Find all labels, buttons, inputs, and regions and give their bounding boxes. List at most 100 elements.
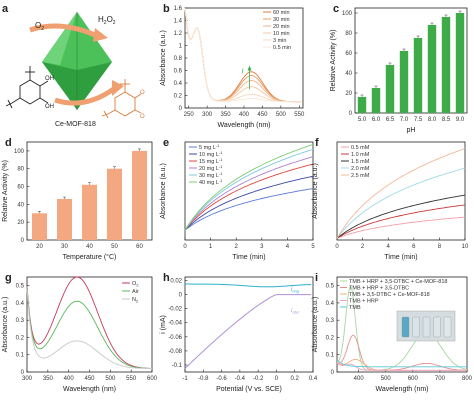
legend-entry: TMB + 3,5-DTBC + Ce-MOF-818 <box>349 292 430 298</box>
bar <box>427 25 437 113</box>
y-tick-label: 0 <box>21 370 25 376</box>
panel-letter-h: h <box>163 272 170 284</box>
panel-e: e Time (min) Absorbance (a.u.) 0 1 2 3 4 5 5 mg L… <box>160 137 315 261</box>
x-tick-label: -0.8 <box>198 376 209 382</box>
y-tick-label: 40 <box>17 202 24 208</box>
panel-c: c pH Relative Activity (%) 5.0 6.0 6.5 7.0 7.5 8… <box>330 3 468 134</box>
x-tick-label: 30 <box>61 244 68 250</box>
x-tick-label: 350 <box>43 376 54 382</box>
bar <box>57 199 72 240</box>
y-tick-label: -0.1 <box>172 363 183 369</box>
series-group <box>336 286 468 371</box>
y-tick-label: 40 <box>345 71 352 77</box>
x-tick-label: 350 <box>221 112 232 118</box>
y-tick-label: 0.5 <box>16 284 25 290</box>
series-line-ring <box>185 283 312 288</box>
series-line <box>336 334 467 371</box>
x-tick-label: 7.5 <box>414 117 423 123</box>
bar <box>441 17 451 113</box>
x-tick-label: 500 <box>105 376 116 382</box>
y-tick-label: 0.3 <box>16 318 25 324</box>
legend-entry: TMB + HRP + 3,5-DTBC <box>349 286 409 292</box>
legend-entry: 30 mg L-1 <box>199 171 223 179</box>
y-tick-label: -0.02 <box>168 307 182 313</box>
legend-entry: TMB + HRP + 3,5-DTBC + Ce-MOF-818 <box>349 279 447 285</box>
series-group <box>184 283 312 369</box>
series-line <box>184 7 302 103</box>
x-tick-label: 0.2 <box>291 376 300 382</box>
x-tick-label: 0.4 <box>309 376 318 382</box>
x-tick-label: 450 <box>257 112 268 118</box>
vial-icon <box>401 316 410 338</box>
x-axis-label: Wavelength (nm) <box>217 122 270 129</box>
bar <box>413 38 423 113</box>
y-tick-label: -0.08 <box>168 349 182 355</box>
y-tick-label: 0 <box>179 106 183 112</box>
y-tick-label: 0.02 <box>170 279 182 285</box>
y-tick-label: 1.6 <box>174 6 183 12</box>
x-axis-label: Potential (V vs. SCE) <box>216 386 282 393</box>
x-tick-label: 0 <box>335 244 339 250</box>
y-tick-label: 0 <box>21 238 25 244</box>
x-tick-label: 450 <box>84 376 95 382</box>
y-tick-label: 20 <box>17 220 24 226</box>
y-tick-label: 80 <box>17 167 24 173</box>
y-axis-label: Absorbance (a.u.) <box>312 297 319 353</box>
legend-entry: 10 mg L-1 <box>199 150 223 158</box>
x-tick-label: 400 <box>64 376 75 382</box>
y-tick-label: 0.4 <box>16 301 25 307</box>
panel-letter-e: e <box>163 137 169 149</box>
series-line <box>336 204 466 239</box>
x-tick-label: 6.0 <box>372 117 381 123</box>
legend-entry: 10 min <box>273 31 290 37</box>
y-axis-label: i (mA) <box>160 315 167 334</box>
vial-icon <box>433 316 441 338</box>
legend-entry: Air <box>132 289 139 295</box>
x-tick-label: 60 <box>136 244 143 250</box>
x-axis-label: Wavelength (nm) <box>375 386 428 393</box>
vial-icon <box>422 316 431 338</box>
bar <box>32 213 47 240</box>
x-tick-label: 1 <box>209 244 213 250</box>
series-line <box>336 286 468 371</box>
x-tick-label: 6 <box>412 244 416 250</box>
x-tick-label: -0.6 <box>216 376 227 382</box>
x-tick-label: 8.0 <box>428 117 437 123</box>
x-tick-label: 10 <box>462 244 469 250</box>
series-line-disc <box>184 294 312 369</box>
x-tick-label: 500 <box>276 112 287 118</box>
x-tick-label: 500 <box>381 376 392 382</box>
series-group <box>336 148 466 239</box>
bar <box>132 150 147 240</box>
reaction-arrow-icon <box>54 85 117 106</box>
y-tick-label: 1 <box>179 44 183 50</box>
y-tick-label: 0.4 <box>174 81 183 87</box>
x-tick-label: 9.0 <box>456 117 465 123</box>
panel-f: f Time (min) Absorbance (a.u.) 0 2 4 6 8 10 0.5 m… <box>312 137 469 261</box>
panel-h: h Potential (V vs. SCE) i (mA) -1 -0.8 -0.6 -0… <box>160 272 318 393</box>
series-line <box>184 148 314 231</box>
x-tick-label: 7.0 <box>400 117 409 123</box>
y-axis-label: Absorbance (a.u.) <box>2 297 9 353</box>
y-tick-label: 0.4 <box>326 301 335 307</box>
o2-label: O2 <box>35 21 44 32</box>
y-axis-label: Absorbance (a.u.) <box>312 163 319 219</box>
x-tick-label: 40 <box>86 244 93 250</box>
panel-d: d Temperature (°C) Relative Activity (%) 20… <box>2 137 153 261</box>
y-tick-label: 100 <box>342 11 353 17</box>
panel-letter-a: a <box>2 3 9 15</box>
x-axis-label: Time (min) <box>232 254 265 261</box>
x-axis-label: Wavelength (nm) <box>63 386 116 393</box>
x-tick-label: 700 <box>435 376 446 382</box>
x-tick-label: 2 <box>361 244 365 250</box>
x-tick-label: 50 <box>111 244 118 250</box>
y-tick-label: 0.5 <box>326 284 335 290</box>
panel-letter-f: f <box>315 137 319 149</box>
bar <box>455 13 465 113</box>
bar <box>357 97 367 113</box>
y-tick-label: 0.8 <box>174 56 183 62</box>
panel-a: a O2 H2O2 OH OH <box>2 3 145 128</box>
legend-entry: N2 <box>132 297 139 304</box>
series-line <box>184 188 314 231</box>
series-line <box>336 362 467 371</box>
